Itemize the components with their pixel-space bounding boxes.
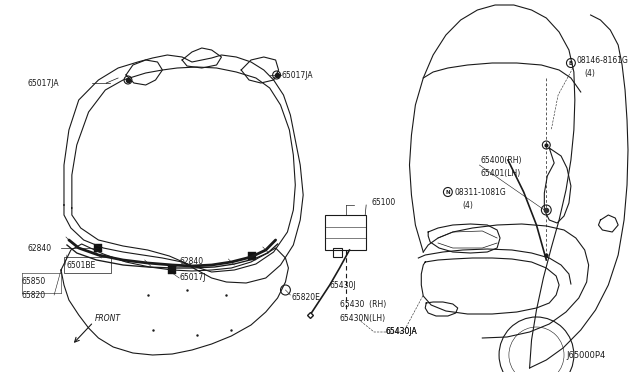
- Text: (4): (4): [463, 201, 474, 209]
- Text: N: N: [445, 189, 450, 195]
- Text: 08146-8161G: 08146-8161G: [577, 55, 628, 64]
- Bar: [325, 215, 366, 250]
- Text: 65430  (RH): 65430 (RH): [340, 301, 386, 310]
- Text: 08311-1081G: 08311-1081G: [455, 187, 506, 196]
- Text: 62840: 62840: [28, 244, 52, 253]
- Text: B: B: [569, 61, 573, 65]
- Text: FRONT: FRONT: [95, 314, 120, 323]
- Text: 65017JA: 65017JA: [28, 78, 59, 87]
- Text: 65430N(LH): 65430N(LH): [340, 314, 386, 323]
- Text: 65430J: 65430J: [330, 280, 356, 289]
- Text: (4): (4): [585, 68, 596, 77]
- Text: 65820: 65820: [22, 291, 46, 299]
- Text: 65100: 65100: [372, 198, 396, 206]
- Text: 65017J: 65017J: [179, 273, 205, 282]
- Text: 65400(RH): 65400(RH): [481, 155, 522, 164]
- Text: 65430JA: 65430JA: [386, 327, 418, 337]
- Bar: [168, 266, 176, 274]
- Bar: [333, 248, 342, 257]
- Bar: [95, 244, 102, 252]
- Text: 65820E: 65820E: [291, 292, 320, 301]
- Text: 65850: 65850: [22, 278, 46, 286]
- Text: J65000P4: J65000P4: [566, 350, 605, 359]
- Text: 65430JA: 65430JA: [386, 327, 418, 337]
- Text: 65401(LH): 65401(LH): [481, 169, 520, 177]
- Text: 65017JA: 65017JA: [282, 71, 313, 80]
- Bar: [248, 252, 256, 260]
- Text: 62840: 62840: [179, 257, 204, 266]
- Text: 6501BE: 6501BE: [67, 260, 96, 269]
